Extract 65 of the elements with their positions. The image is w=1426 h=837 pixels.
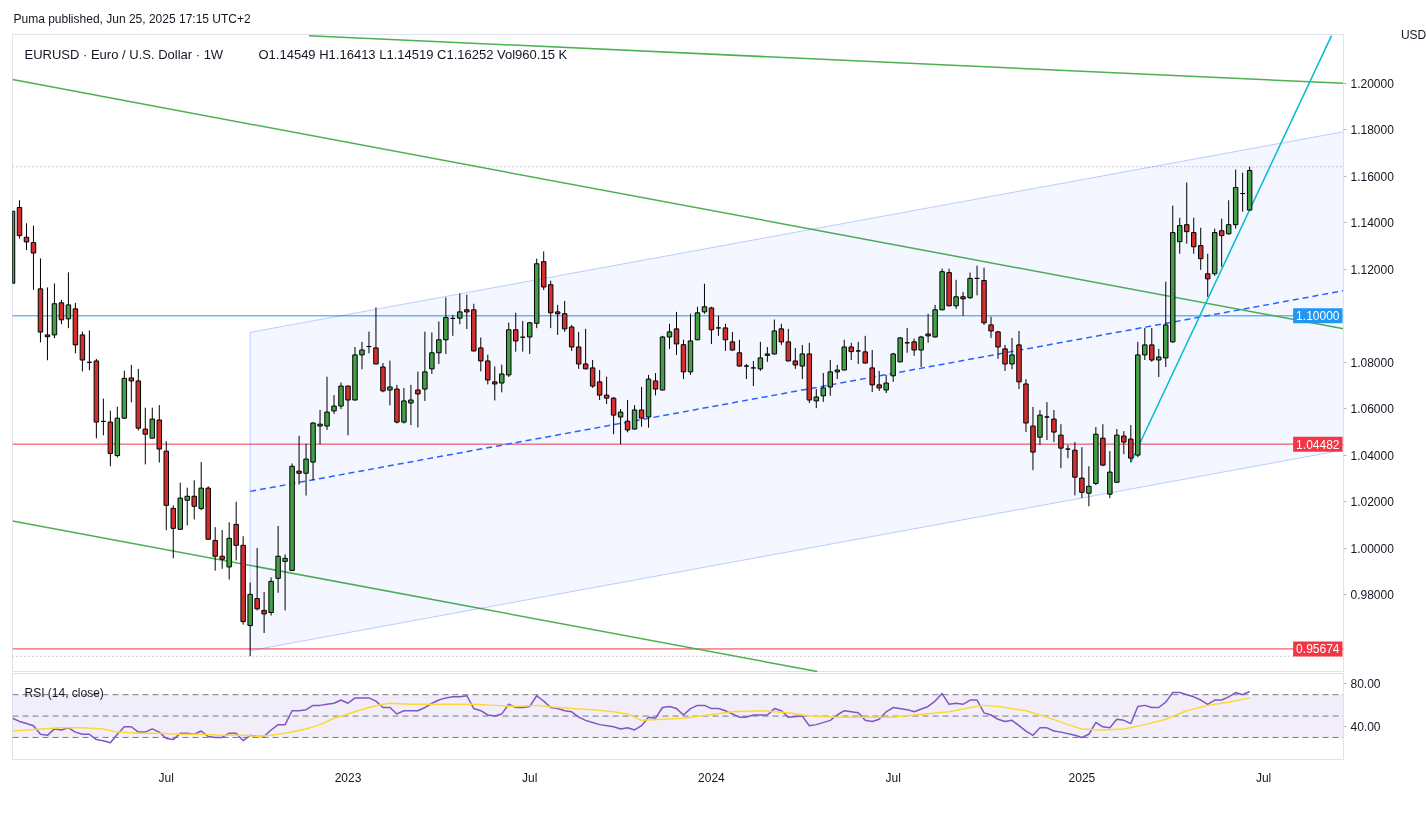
text: EURUSD · Euro / U.S. Dollar · 1W xyxy=(24,47,224,62)
candlestick xyxy=(617,408,624,445)
x-tick-label: 2024 xyxy=(698,770,726,785)
candlestick xyxy=(862,335,868,364)
y-tick-label: 1.18000 xyxy=(1350,123,1395,138)
x-tick-label: Jul xyxy=(522,770,538,785)
y-tick-label: 1.00000 xyxy=(1350,541,1395,556)
candlestick xyxy=(673,311,680,356)
ref-line-label: 1.04482 xyxy=(1296,437,1340,452)
candlestick xyxy=(820,372,827,403)
candlestick xyxy=(1058,423,1064,469)
text: Puma published, Jun 25, 2025 17:15 UTC+2 xyxy=(13,11,251,26)
y-tick-label: 80.00 xyxy=(1350,677,1381,692)
y-tick-label: 1.08000 xyxy=(1350,355,1395,370)
candlestick xyxy=(995,330,1001,360)
y-tick-label: 0.98000 xyxy=(1350,588,1395,603)
y-tick-label: 1.20000 xyxy=(1350,76,1395,91)
y-tick-label: 1.12000 xyxy=(1350,262,1395,277)
candlestick xyxy=(331,394,337,415)
candlestick xyxy=(457,293,463,325)
candlestick xyxy=(652,372,659,396)
candlestick xyxy=(869,349,875,393)
candlestick xyxy=(708,306,715,345)
candlestick xyxy=(1204,253,1211,298)
x-tick-label: Jul xyxy=(885,770,901,785)
candlestick xyxy=(373,306,379,365)
y-tick-label: 1.16000 xyxy=(1350,169,1395,184)
ref-line-label: 0.95674 xyxy=(1296,642,1340,657)
candlestick xyxy=(722,323,729,352)
candlestick xyxy=(30,225,37,291)
candlestick xyxy=(65,271,72,329)
x-tick-label: 2025 xyxy=(1068,770,1096,785)
candlestick xyxy=(701,283,708,315)
candlestick xyxy=(443,296,449,355)
candlestick xyxy=(436,320,442,365)
candlestick xyxy=(422,331,428,402)
x-tick-label: Jul xyxy=(1255,770,1272,785)
candlestick xyxy=(638,386,645,428)
candlestick xyxy=(415,371,421,428)
x-tick-label: Jul xyxy=(158,770,174,785)
candlestick xyxy=(631,404,638,431)
y-tick-label: 1.06000 xyxy=(1350,402,1395,417)
y-tick-label: 1.14000 xyxy=(1350,216,1395,231)
candlestick xyxy=(23,222,30,251)
line-series xyxy=(12,690,1251,744)
candlestick xyxy=(429,332,435,375)
candlestick xyxy=(729,331,736,352)
y-axis-title: USD xyxy=(1400,27,1426,42)
candlestick xyxy=(715,315,722,337)
y-tick-label: 40.00 xyxy=(1350,720,1381,735)
candlestick xyxy=(1051,409,1057,443)
candlestick xyxy=(359,341,365,370)
candlestick xyxy=(988,316,994,339)
candlestick xyxy=(624,399,631,433)
candlestick xyxy=(736,339,743,368)
candlestick xyxy=(666,323,673,350)
ref-line-label: 1.10000 xyxy=(1296,309,1340,324)
y-tick-label: 1.02000 xyxy=(1350,495,1395,510)
text: O1.14549 H1.16413 L1.14519 C1.16252 Vol960.15 K xyxy=(258,47,568,62)
candlestick xyxy=(44,286,51,361)
text: RSI (14, close) xyxy=(24,685,104,700)
y-tick-label: 1.04000 xyxy=(1350,448,1395,463)
candlestick xyxy=(58,299,65,325)
candlestick xyxy=(610,396,617,435)
x-tick-label: 2023 xyxy=(334,770,362,785)
